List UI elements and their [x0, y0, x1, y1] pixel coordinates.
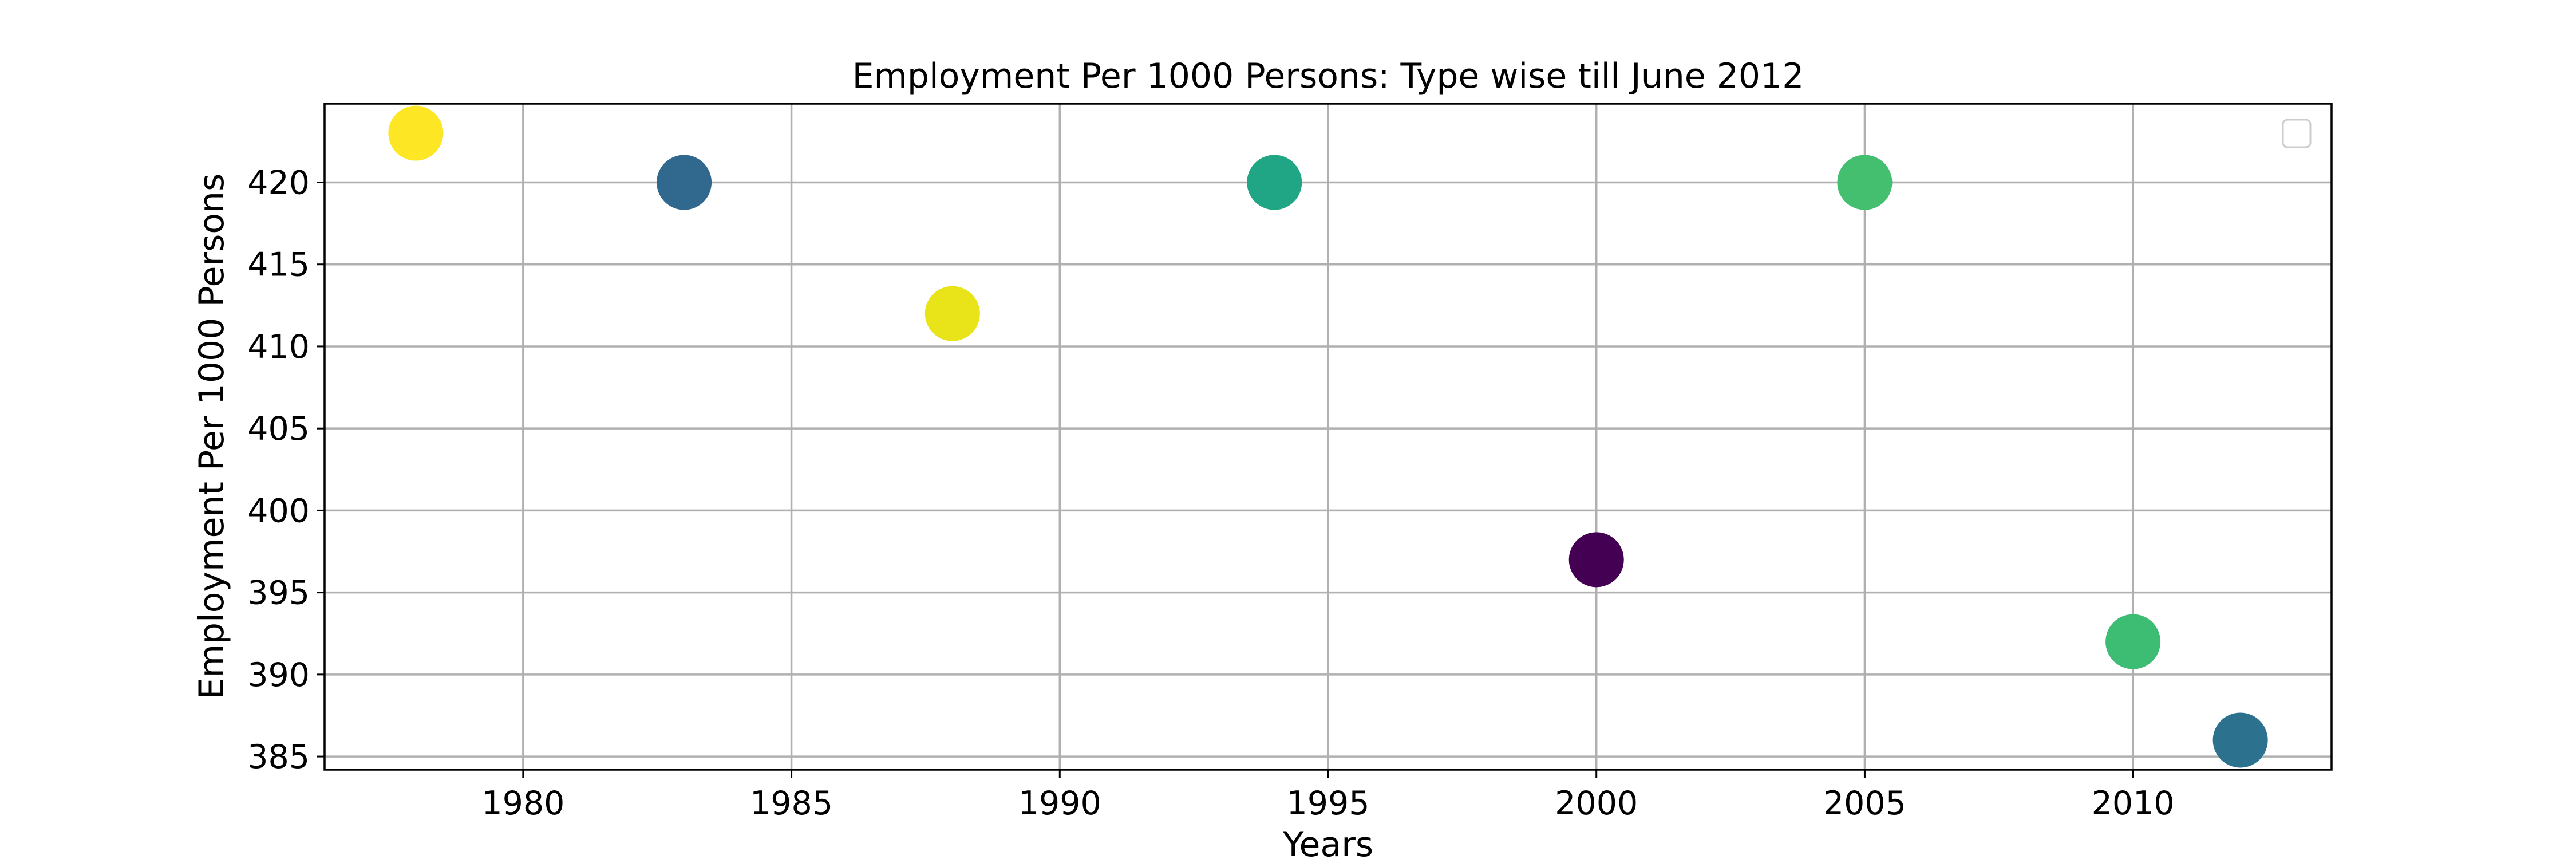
- data-point: [388, 105, 444, 161]
- x-tick-label: 1995: [1286, 785, 1369, 822]
- y-tick-label: 390: [247, 656, 310, 694]
- data-point: [1247, 155, 1302, 210]
- axis-ticks: 1980 1985 1990 1995 2000 2005 2010 385 390 395 400…: [247, 164, 2174, 822]
- y-tick-label: 400: [247, 492, 310, 530]
- y-axis-label: Employment Per 1000 Persons: [192, 174, 232, 700]
- x-tick-label: 2010: [2092, 785, 2175, 822]
- data-point: [924, 286, 980, 341]
- data-point: [2105, 614, 2161, 669]
- x-axis-label: Years: [1282, 825, 1373, 859]
- chart-title: Employment Per 1000 Persons: Type wise t…: [852, 56, 1804, 96]
- data-point: [1837, 155, 1893, 210]
- x-tick-label: 1980: [481, 785, 564, 822]
- grid: [325, 104, 2332, 770]
- y-tick-label: 385: [247, 738, 310, 776]
- data-point: [1568, 532, 1624, 588]
- y-tick-label: 420: [247, 164, 310, 202]
- y-tick-label: 405: [247, 410, 310, 448]
- x-tick-label: 2000: [1555, 785, 1638, 822]
- x-tick-label: 2005: [1823, 785, 1906, 822]
- data-point: [2212, 712, 2268, 768]
- y-tick-label: 395: [247, 574, 310, 612]
- y-tick-label: 410: [247, 328, 310, 366]
- x-tick-label: 1990: [1018, 785, 1101, 822]
- data-point: [657, 155, 712, 210]
- data-points: [388, 105, 2268, 768]
- legend-box: [2282, 119, 2312, 148]
- y-tick-label: 415: [247, 246, 310, 284]
- x-tick-label: 1985: [750, 785, 833, 822]
